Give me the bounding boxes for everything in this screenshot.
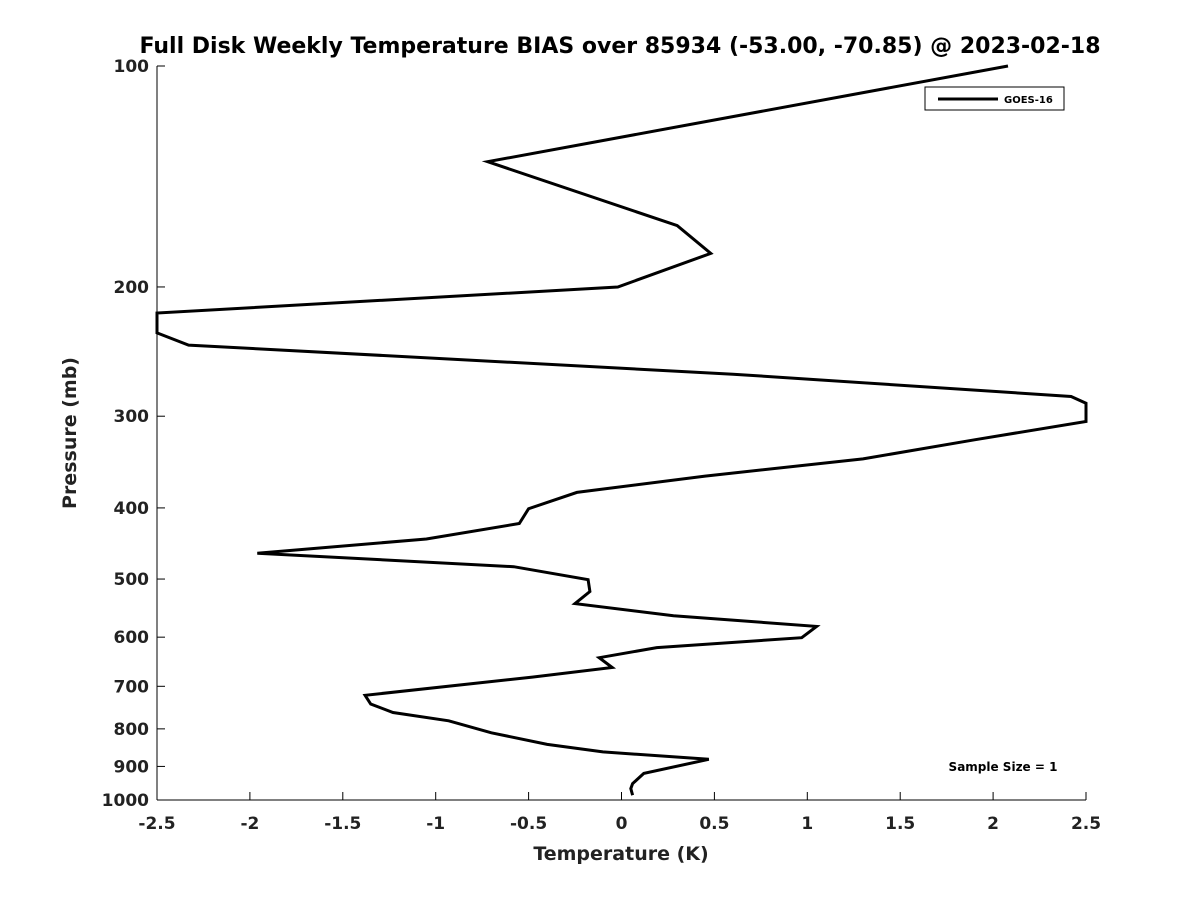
- y-tick-label: 900: [114, 757, 150, 777]
- x-tick-label: 0: [616, 814, 628, 834]
- y-tick-label: 200: [114, 278, 150, 298]
- x-tick-label: 0.5: [699, 814, 729, 834]
- series-layer: [155, 64, 1088, 796]
- y-tick-label: 100: [114, 57, 150, 77]
- y-tick-label: 500: [114, 570, 150, 590]
- y-tick-label: 1000: [102, 791, 149, 811]
- y-tick-label: 800: [114, 720, 150, 740]
- chart-title: Full Disk Weekly Temperature BIAS over 8…: [139, 34, 1100, 59]
- x-tick-label: -0.5: [510, 814, 547, 834]
- legend-label-goes-16: GOES-16: [1004, 95, 1053, 106]
- x-tick-label: 1: [801, 814, 813, 834]
- x-tick-label: -1: [426, 814, 445, 834]
- y-tick-label: 400: [114, 499, 150, 519]
- y-tick-label: 600: [114, 628, 150, 648]
- y-tick-label: 700: [114, 677, 150, 697]
- x-tick-label: -1.5: [324, 814, 361, 834]
- x-ticks: -2.5 -2 -1.5 -1 -0.5 0 0.5 1 1.5 2 2.5: [138, 792, 1101, 834]
- x-tick-label: -2: [240, 814, 259, 834]
- sample-size-annotation: Sample Size = 1: [949, 760, 1058, 774]
- x-tick-label: 1.5: [885, 814, 915, 834]
- x-tick-label: 2.5: [1071, 814, 1101, 834]
- y-ticks: 100 200 300 400 500 600 700 800 900 1000: [102, 57, 165, 811]
- series-line-goes-16: [155, 64, 1088, 796]
- x-tick-label: -2.5: [138, 814, 175, 834]
- x-tick-label: 2: [987, 814, 999, 834]
- x-axis-label: Temperature (K): [533, 843, 708, 865]
- y-axis-label: Pressure (mb): [59, 357, 81, 509]
- legend: GOES-16: [924, 86, 1065, 111]
- y-tick-label: 300: [114, 407, 150, 427]
